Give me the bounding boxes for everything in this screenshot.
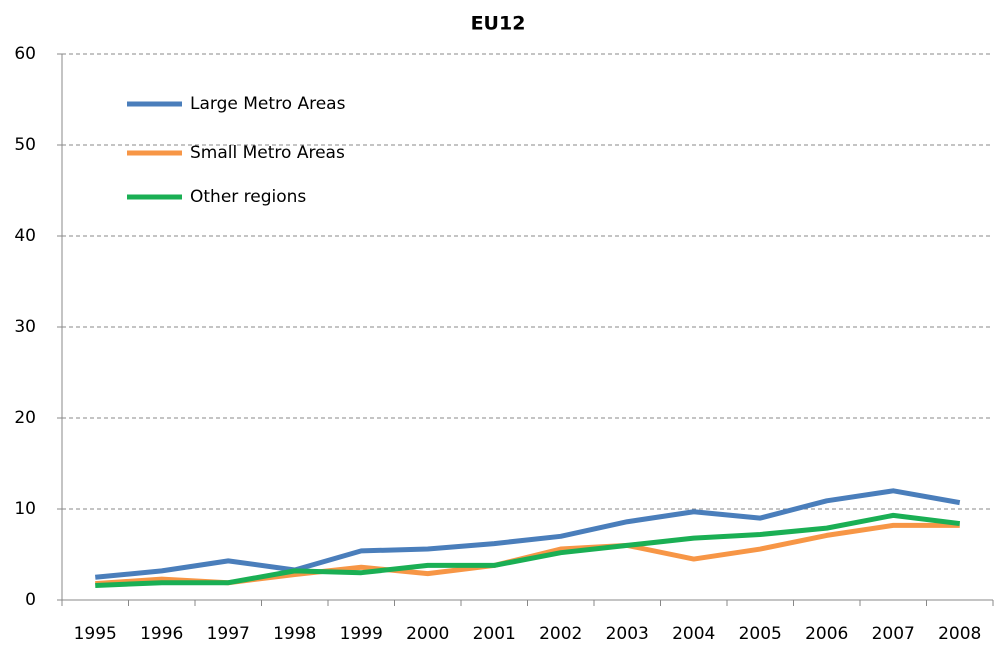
x-tick-label: 2001 <box>473 624 516 644</box>
chart-title: EU12 <box>471 13 526 35</box>
legend-label: Small Metro Areas <box>190 143 345 163</box>
legend-label: Large Metro Areas <box>190 94 346 114</box>
series-line <box>95 488 961 580</box>
x-tick-label: 1996 <box>140 624 183 644</box>
y-tick-label: 50 <box>14 135 36 155</box>
x-tick-label: 2000 <box>406 624 449 644</box>
x-tick-label: 2008 <box>938 624 981 644</box>
x-tick-label: 2004 <box>672 624 715 644</box>
x-tick-label: 2002 <box>539 624 582 644</box>
x-tick-label: 2003 <box>606 624 649 644</box>
y-tick-label: 0 <box>25 590 36 610</box>
x-tick-label: 2006 <box>805 624 848 644</box>
y-tick-label: 60 <box>14 44 36 64</box>
y-tick-label: 40 <box>14 226 36 246</box>
x-tick-label: 2005 <box>739 624 782 644</box>
y-tick-label: 20 <box>14 408 36 428</box>
series-line <box>95 512 961 588</box>
y-tick-label: 10 <box>14 499 36 519</box>
legend-label: Other regions <box>190 187 306 207</box>
x-tick-label: 1998 <box>273 624 316 644</box>
x-tick-label: 1995 <box>74 624 117 644</box>
x-tick-label: 1999 <box>340 624 383 644</box>
x-tick-label: 1997 <box>207 624 250 644</box>
x-tick-label: 2007 <box>872 624 915 644</box>
series-line <box>95 522 960 587</box>
y-tick-label: 30 <box>14 317 36 337</box>
